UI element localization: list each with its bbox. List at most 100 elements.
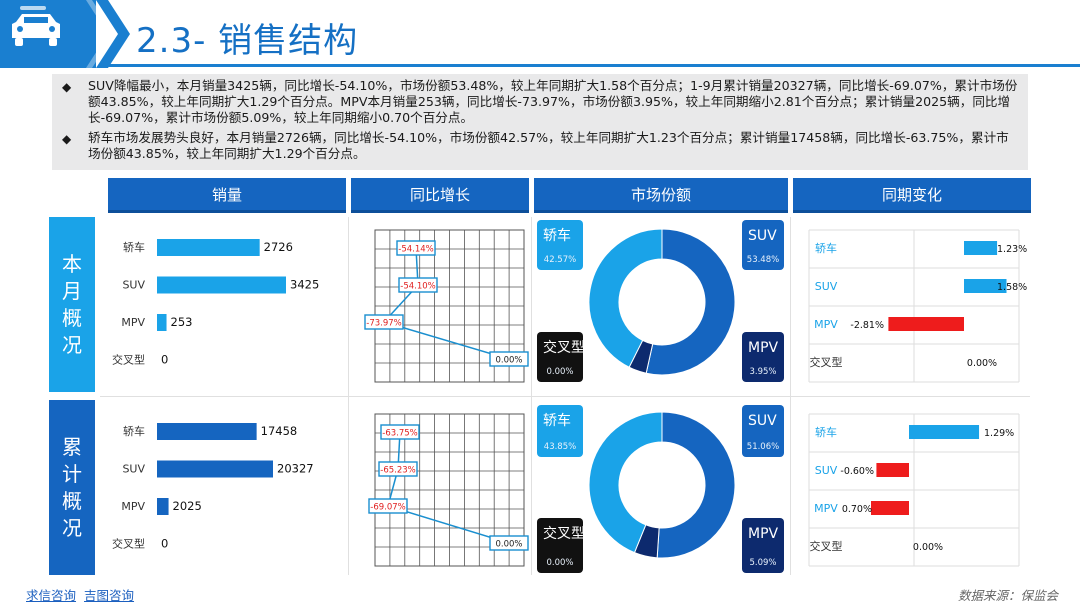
donut-slice xyxy=(588,228,663,368)
section-header-yoy: 同比增长 xyxy=(351,178,529,213)
sales-category-label: MPV xyxy=(121,316,145,329)
sales-bar xyxy=(157,460,273,478)
footer-link-2[interactable]: 吉图咨询 xyxy=(84,588,135,603)
sales-value-label: 17458 xyxy=(261,424,298,438)
yoy-value-label: 0.00% xyxy=(495,356,522,366)
sales-category-label: MPV xyxy=(121,500,145,513)
change-value-label: 0.00% xyxy=(913,542,943,553)
sales-value-label: 0 xyxy=(161,353,168,367)
change-value-label: 1.58% xyxy=(997,282,1027,293)
share-callout-category: 交叉型 xyxy=(543,339,585,356)
row-label-cumulative: 累计概况 xyxy=(49,400,95,575)
change-bar xyxy=(876,463,909,477)
sales-category-label: SUV xyxy=(122,279,145,292)
car-icon xyxy=(12,6,60,46)
share-callout-box xyxy=(537,405,583,457)
share-callout-box xyxy=(742,518,784,573)
yoy-line xyxy=(382,247,510,360)
change-value-label: 0.70% xyxy=(842,504,872,515)
banner-underline xyxy=(108,64,1080,67)
sales-value-label: 3425 xyxy=(290,278,319,292)
share-callout-box xyxy=(537,518,583,573)
section-header-sales: 销量 xyxy=(108,178,346,213)
share-callout-value: 0.00% xyxy=(546,367,573,377)
footer-links: 求信咨询 吉图咨询 xyxy=(26,585,134,604)
summary-paragraph-1: SUV降幅最小，本月销量3425辆，同比增长-54.10%，市场份额53.48%… xyxy=(88,78,1018,125)
summary-paragraph-2: 轿车市场发展势头良好，本月销量2726辆，同比增长-54.10%，市场份额42.… xyxy=(88,130,1009,161)
sales-bar xyxy=(157,498,169,515)
row-label-monthly-text: 本月概况 xyxy=(62,251,82,357)
share-callout-category: 交叉型 xyxy=(543,525,585,542)
sales-bar xyxy=(157,239,260,256)
change-category-label: 轿车 xyxy=(815,425,837,439)
footer-link-1[interactable]: 求信咨询 xyxy=(26,588,77,603)
share-callout-value: 43.85% xyxy=(544,442,576,452)
yoy-value-box xyxy=(368,498,408,514)
donut-slice xyxy=(588,411,663,554)
sales-category-label: SUV xyxy=(122,463,145,476)
share-callout-value: 5.09% xyxy=(749,558,776,568)
share-callout-box xyxy=(742,332,784,382)
bullet-diamond-icon: ◆ xyxy=(62,132,72,146)
yoy-value-label: -69.07% xyxy=(370,503,405,513)
share-callout-category: 轿车 xyxy=(543,412,571,429)
change-bar xyxy=(964,241,998,255)
sales-category-label: 交叉型 xyxy=(112,353,145,367)
yoy-value-box xyxy=(380,424,420,440)
sales-value-label: 253 xyxy=(171,315,193,329)
share-callout-category: SUV xyxy=(748,413,777,429)
sales-category-label: 轿车 xyxy=(123,240,145,254)
change-category-label: 交叉型 xyxy=(810,355,843,369)
share-callout-value: 53.48% xyxy=(747,255,779,265)
change-value-label: 1.23% xyxy=(997,244,1027,255)
share-callout-box xyxy=(742,405,784,457)
sales-value-label: 20327 xyxy=(277,462,314,476)
change-bar xyxy=(964,279,1007,293)
yoy-value-label: -54.10% xyxy=(400,282,435,292)
sales-value-label: 2025 xyxy=(173,499,202,513)
row-label-monthly: 本月概况 xyxy=(49,217,95,392)
change-category-label: SUV xyxy=(815,280,838,293)
change-category-label: 交叉型 xyxy=(810,539,843,553)
change-bar xyxy=(909,425,980,439)
summary-box: ◆ SUV降幅最小，本月销量3425辆，同比增长-54.10%，市场份额53.4… xyxy=(52,74,1028,170)
yoy-value-box xyxy=(398,277,438,293)
sales-value-label: 2726 xyxy=(264,240,293,254)
sales-bar xyxy=(157,276,286,294)
share-callout-value: 0.00% xyxy=(546,558,573,568)
yoy-value-label: -73.97% xyxy=(366,319,401,329)
page-title: 2.3- 销售结构 xyxy=(136,21,359,61)
change-category-label: MPV xyxy=(814,502,838,515)
donut-slice xyxy=(656,411,736,559)
share-callout-category: SUV xyxy=(748,228,777,244)
section-header-share: 市场份额 xyxy=(534,178,788,213)
yoy-value-box xyxy=(396,240,436,256)
share-callout-value: 3.95% xyxy=(749,367,776,377)
share-callout-box xyxy=(742,220,784,270)
change-value-label: -2.81% xyxy=(850,320,884,331)
data-source: 数据来源：保监会 xyxy=(957,588,1058,603)
yoy-value-box xyxy=(378,461,418,477)
donut-slice xyxy=(645,228,736,376)
share-callout-value: 51.06% xyxy=(747,442,779,452)
yoy-value-label: -54.14% xyxy=(398,245,433,255)
share-callout-category: MPV xyxy=(748,526,779,542)
banner-graphic xyxy=(0,0,130,68)
bullet-diamond-icon: ◆ xyxy=(62,80,72,94)
yoy-value-box xyxy=(489,535,529,551)
sales-bar xyxy=(157,314,167,331)
row-label-cumulative-text: 累计概况 xyxy=(62,434,82,540)
share-callout-category: 轿车 xyxy=(543,227,571,244)
yoy-line xyxy=(387,431,510,544)
section-header-change: 同期变化 xyxy=(793,178,1031,213)
yoy-value-label: -63.75% xyxy=(382,429,417,439)
sales-category-label: 轿车 xyxy=(123,424,145,438)
share-callout-value: 42.57% xyxy=(544,255,576,265)
yoy-value-box xyxy=(364,314,404,330)
yoy-value-box xyxy=(489,351,529,367)
yoy-value-label: 0.00% xyxy=(495,540,522,550)
share-callout-category: MPV xyxy=(748,340,779,356)
share-callout-box xyxy=(537,220,583,270)
sales-value-label: 0 xyxy=(161,537,168,551)
sales-bar xyxy=(157,423,257,440)
